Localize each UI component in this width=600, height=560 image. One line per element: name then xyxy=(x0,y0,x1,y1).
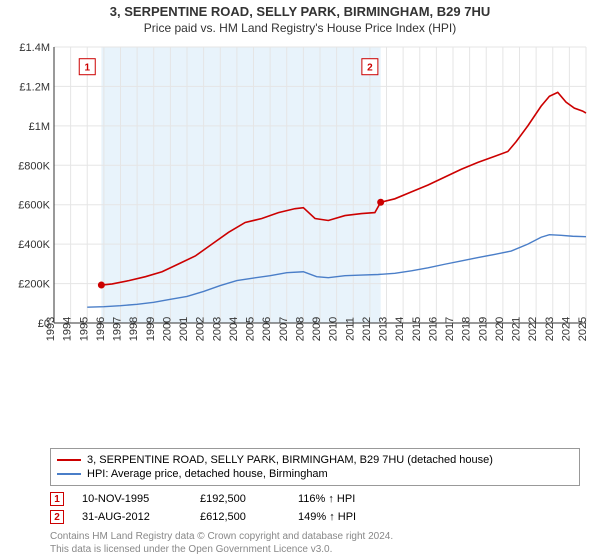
legend-item: HPI: Average price, detached house, Birm… xyxy=(57,467,573,481)
svg-text:2002: 2002 xyxy=(195,317,207,341)
svg-text:1997: 1997 xyxy=(112,317,124,341)
svg-text:1994: 1994 xyxy=(62,317,74,341)
svg-text:2022: 2022 xyxy=(527,317,539,341)
legend-swatch xyxy=(57,473,81,475)
svg-text:2023: 2023 xyxy=(544,317,556,341)
transaction-hpi: 149% ↑ HPI xyxy=(298,511,398,523)
svg-text:2010: 2010 xyxy=(328,317,340,341)
svg-text:£600K: £600K xyxy=(18,200,50,212)
svg-text:2007: 2007 xyxy=(278,317,290,341)
transaction-date: 31-AUG-2012 xyxy=(82,511,182,523)
svg-text:£400K: £400K xyxy=(18,239,50,251)
svg-text:2009: 2009 xyxy=(311,317,323,341)
transaction-hpi: 116% ↑ HPI xyxy=(298,493,398,505)
svg-text:2008: 2008 xyxy=(294,317,306,341)
transactions-list: 1 10-NOV-1995 £192,500 116% ↑ HPI 2 31-A… xyxy=(50,490,580,526)
legend-item: 3, SERPENTINE ROAD, SELLY PARK, BIRMINGH… xyxy=(57,453,573,467)
transaction-date: 10-NOV-1995 xyxy=(82,493,182,505)
transaction-price: £612,500 xyxy=(200,511,280,523)
legend-label: 3, SERPENTINE ROAD, SELLY PARK, BIRMINGH… xyxy=(87,454,493,466)
svg-text:2019: 2019 xyxy=(477,317,489,341)
svg-text:2015: 2015 xyxy=(411,317,423,341)
svg-text:2004: 2004 xyxy=(228,317,240,341)
svg-text:2005: 2005 xyxy=(245,317,257,341)
svg-text:£1M: £1M xyxy=(29,121,50,133)
transaction-price: £192,500 xyxy=(200,493,280,505)
svg-text:2017: 2017 xyxy=(444,317,456,341)
price-chart: £0£200K£400K£600K£800K£1M£1.2M£1.4M19931… xyxy=(8,41,592,361)
svg-text:2001: 2001 xyxy=(178,317,190,341)
svg-text:2: 2 xyxy=(367,63,373,74)
footer-line: Contains HM Land Registry data © Crown c… xyxy=(50,530,580,543)
svg-text:2024: 2024 xyxy=(560,317,572,341)
svg-text:1993: 1993 xyxy=(45,317,57,341)
chart-area: £0£200K£400K£600K£800K£1M£1.2M£1.4M19931… xyxy=(8,41,592,444)
svg-text:1995: 1995 xyxy=(78,317,90,341)
transaction-marker: 1 xyxy=(50,492,64,506)
legend: 3, SERPENTINE ROAD, SELLY PARK, BIRMINGH… xyxy=(50,448,580,486)
transaction-row: 2 31-AUG-2012 £612,500 149% ↑ HPI xyxy=(50,508,580,526)
svg-text:2018: 2018 xyxy=(461,317,473,341)
svg-text:2003: 2003 xyxy=(211,317,223,341)
transaction-marker: 2 xyxy=(50,510,64,524)
svg-text:£800K: £800K xyxy=(18,160,50,172)
svg-text:1999: 1999 xyxy=(145,317,157,341)
svg-text:2006: 2006 xyxy=(261,317,273,341)
svg-text:1998: 1998 xyxy=(128,317,140,341)
title-address: 3, SERPENTINE ROAD, SELLY PARK, BIRMINGH… xyxy=(0,4,600,19)
svg-text:1996: 1996 xyxy=(95,317,107,341)
svg-text:£200K: £200K xyxy=(18,279,50,291)
svg-text:2000: 2000 xyxy=(161,317,173,341)
svg-text:2014: 2014 xyxy=(394,317,406,341)
legend-swatch xyxy=(57,459,81,461)
svg-text:2016: 2016 xyxy=(427,317,439,341)
svg-text:2013: 2013 xyxy=(378,317,390,341)
svg-text:2020: 2020 xyxy=(494,317,506,341)
footer-line: This data is licensed under the Open Gov… xyxy=(50,543,580,556)
svg-text:1: 1 xyxy=(84,63,90,74)
chart-title-block: 3, SERPENTINE ROAD, SELLY PARK, BIRMINGH… xyxy=(0,0,600,37)
transaction-row: 1 10-NOV-1995 £192,500 116% ↑ HPI xyxy=(50,490,580,508)
footer-attribution: Contains HM Land Registry data © Crown c… xyxy=(50,530,580,556)
svg-text:£1.4M: £1.4M xyxy=(19,42,50,54)
svg-text:2021: 2021 xyxy=(511,317,523,341)
title-subtitle: Price paid vs. HM Land Registry's House … xyxy=(0,21,600,35)
svg-text:£1.2M: £1.2M xyxy=(19,81,50,93)
svg-text:2011: 2011 xyxy=(344,317,356,341)
svg-text:2025: 2025 xyxy=(577,317,589,341)
legend-label: HPI: Average price, detached house, Birm… xyxy=(87,468,328,480)
svg-text:2012: 2012 xyxy=(361,317,373,341)
